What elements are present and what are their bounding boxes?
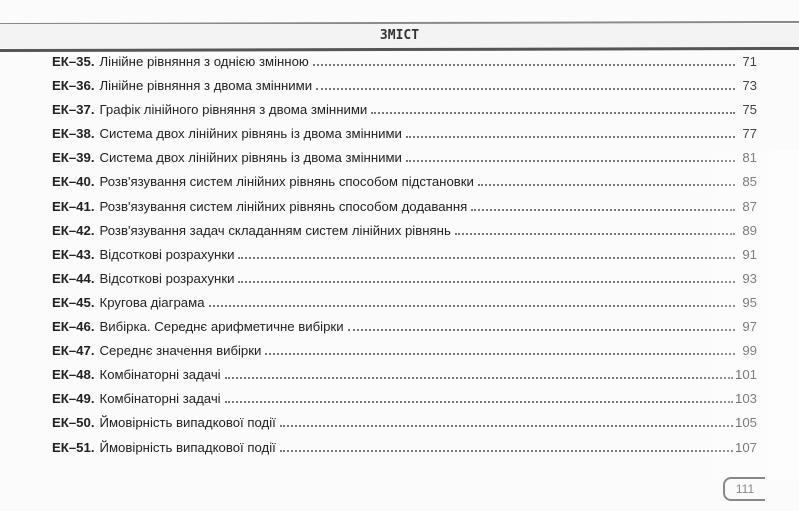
dot-leader — [208, 304, 735, 307]
toc-entry: ЕК–43. Відсоткові розрахунки 91 — [52, 247, 757, 271]
entry-code: ЕК–42. — [52, 222, 95, 238]
dot-leader — [279, 425, 733, 428]
entry-page: 87 — [742, 198, 757, 214]
entry-page: 81 — [742, 150, 757, 166]
toc-entry: ЕК–47. Середнє значення вибірки 99 — [52, 343, 757, 367]
entry-page: 77 — [742, 126, 757, 142]
dot-leader — [238, 280, 735, 283]
entry-code: ЕК–46. — [52, 319, 95, 335]
entry-title: Розв'язування систем лінійних рівнянь сп… — [99, 174, 474, 190]
entry-page: 95 — [742, 294, 757, 310]
entry-page: 85 — [742, 174, 757, 190]
toc-entry: ЕК–35. Лінійне рівняння з однією змінною 7… — [52, 54, 757, 78]
entry-page: 105 — [734, 415, 757, 431]
toc-entry: ЕК–42. Розв'язування задач складанням сис… — [52, 223, 757, 247]
dot-leader — [454, 232, 735, 235]
entry-title: Лінійне рівняння з однією змінною — [99, 54, 309, 69]
entry-code: ЕК–40. — [52, 174, 95, 190]
entry-page: 101 — [734, 367, 757, 383]
entry-page: 73 — [742, 78, 757, 94]
table-of-contents: ЕК–35. Лінійне рівняння з однією змінною 7… — [52, 54, 757, 464]
dot-leader — [347, 329, 735, 332]
entry-title: Кругова діаграма — [99, 294, 205, 310]
toc-entry: ЕК–41. Розв'язування систем лінійних рівн… — [52, 199, 757, 223]
dot-leader — [279, 449, 733, 452]
entry-page: 99 — [742, 343, 757, 359]
entry-page: 75 — [742, 102, 757, 118]
entry-code: ЕК–47. — [52, 343, 95, 359]
entry-code: ЕК–48. — [52, 367, 95, 383]
entry-page: 103 — [734, 391, 757, 407]
dot-leader — [312, 64, 735, 66]
entry-title: Відсоткові розрахунки — [99, 270, 235, 286]
entry-code: ЕК–35. — [52, 54, 95, 69]
entry-code: ЕК–44. — [52, 270, 95, 286]
entry-title: Ймовірність випадкової події — [99, 439, 276, 455]
dot-leader — [224, 377, 733, 380]
entry-title: Комбінаторні задачі — [99, 391, 221, 407]
entry-code: ЕК–39. — [52, 150, 95, 166]
toc-entry: ЕК–51. Ймовірність випадкової події 107 — [52, 440, 757, 464]
toc-entry: ЕК–37. Графік лінійного рівняння з двома … — [52, 102, 757, 126]
toc-entry: ЕК–44. Відсоткові розрахунки 93 — [52, 271, 757, 295]
dot-leader — [238, 256, 735, 259]
entry-code: ЕК–36. — [52, 78, 95, 94]
dot-leader — [405, 160, 735, 163]
entry-page: 89 — [742, 222, 757, 238]
entry-title: Розв'язування задач складанням систем лі… — [99, 222, 451, 238]
dot-leader — [405, 136, 735, 139]
toc-entry: ЕК–39. Система двох лінійних рівнянь із д… — [52, 150, 757, 174]
entry-title: Середнє значення вибірки — [99, 343, 262, 359]
entry-title: Комбінаторні задачі — [99, 367, 221, 383]
entry-title: Лінійне рівняння з двома змінними — [99, 78, 313, 94]
entry-code: ЕК–49. — [52, 391, 95, 407]
entry-page: 93 — [742, 270, 757, 286]
toc-entry: ЕК–38. Система двох лінійних рівнянь із д… — [52, 126, 757, 150]
entry-title: Відсоткові розрахунки — [99, 246, 235, 262]
entry-title: Розв'язування систем лінійних рівнянь сп… — [99, 198, 468, 214]
entry-title: Графік лінійного рівняння з двома змінни… — [99, 102, 368, 118]
entry-code: ЕК–37. — [52, 102, 95, 118]
entry-page: 91 — [742, 246, 757, 262]
toc-entry: ЕК–40. Розв'язування систем лінійних рівн… — [52, 174, 757, 198]
entry-code: ЕК–41. — [52, 198, 95, 214]
page-number: 111 — [723, 477, 765, 501]
toc-entry: ЕК–49. Комбінаторні задачі 103 — [52, 391, 757, 415]
entry-page: 71 — [742, 54, 757, 69]
entry-code: ЕК–43. — [52, 246, 95, 262]
toc-entry: ЕК–45. Кругова діаграма 95 — [52, 295, 757, 319]
toc-entry: ЕК–36. Лінійне рівняння з двома змінними 7… — [52, 78, 757, 102]
entry-title: Вибірка. Середнє арифметичне вибірки — [99, 319, 344, 335]
entry-code: ЕК–51. — [52, 439, 95, 455]
dot-leader — [471, 208, 735, 211]
entry-title: Система двох лінійних рівнянь із двома з… — [99, 126, 402, 142]
entry-code: ЕК–38. — [52, 126, 95, 142]
entry-code: ЕК–45. — [52, 294, 95, 310]
toc-entry: ЕК–50. Ймовірність випадкової події 105 — [52, 415, 757, 439]
entry-title: Ймовірність випадкової події — [99, 415, 276, 431]
entry-page: 97 — [742, 319, 757, 335]
toc-entry: ЕК–46. Вибірка. Середнє арифметичне вибір… — [52, 319, 757, 343]
entry-page: 107 — [734, 439, 757, 455]
dot-leader — [371, 112, 735, 115]
entry-title: Система двох лінійних рівнянь із двома з… — [99, 150, 402, 166]
dot-leader — [224, 401, 733, 404]
toc-entry: ЕК–48. Комбінаторні задачі 101 — [52, 367, 757, 391]
dot-leader — [477, 184, 735, 187]
dot-leader — [265, 353, 735, 356]
entry-code: ЕК–50. — [52, 415, 95, 431]
dot-leader — [316, 88, 735, 91]
page-title: ЗМІСТ — [0, 24, 799, 48]
